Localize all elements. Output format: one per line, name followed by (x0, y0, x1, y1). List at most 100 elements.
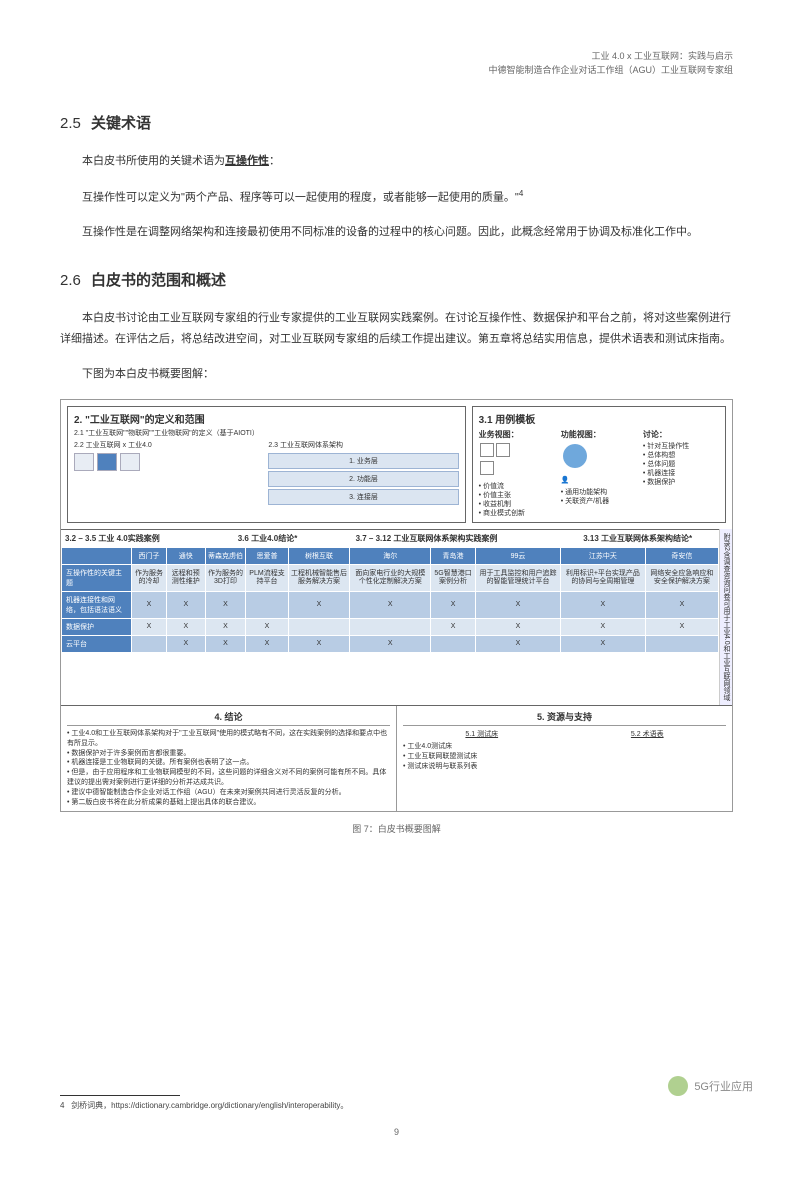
matrix-cell: X (431, 592, 476, 619)
footnote-ref-4: 4 (519, 189, 523, 198)
testbed-list: 工业4.0测试床工业互联网联盟测试床测试床说明与联系列表 (403, 742, 561, 771)
matrix-cell: X (205, 592, 246, 619)
matrix-cell: X (246, 636, 288, 653)
matrix-cell: X (560, 619, 645, 636)
side-note: 附录2含调查咨询问卷可用于工业4.0和工业互联网领域 (719, 529, 732, 705)
section-num: 2.5 (60, 115, 81, 132)
matrix-cell: X (132, 619, 167, 636)
matrix-cell: 利用标识+平台实现产品的协同与全周期管理 (560, 565, 645, 592)
matrix-cell: X (431, 619, 476, 636)
box-5-resources: 5. 资源与支持 5.1 测试床 工业4.0测试床工业互联网联盟测试床测试床说明… (397, 706, 732, 811)
circle-icon (563, 444, 587, 468)
matrix-cell: 远程和预测性维护 (166, 565, 205, 592)
matrix-cell: X (645, 619, 718, 636)
matrix-cell: 作为服务的冷却 (132, 565, 167, 592)
company-header: 蒂森克虏伯 (205, 548, 246, 565)
sh51: 5.1 测试床 (403, 729, 561, 739)
box3-title: 3.1 用例模板 (479, 411, 719, 426)
section-2-6-title: 2.6 白皮书的范围和概述 (60, 269, 733, 290)
matrix-cell: X (205, 636, 246, 653)
case-matrix-table: 西门子通快蒂森克虏伯思爱普树根互联海尔青岛港99云江苏中天奇安信 互操作性的关键… (61, 547, 719, 653)
matrix-cell: X (205, 619, 246, 636)
b3-h1: 业务视图： (479, 429, 555, 440)
company-header: 通快 (166, 548, 205, 565)
matrix-cell: X (476, 619, 561, 636)
matrix-cell: X (166, 619, 205, 636)
header-line2: 中德智能制造合作企业对话工作组（AGU）工业互联网专家组 (60, 64, 733, 78)
matrix-cell: X (288, 592, 350, 619)
box2-s23: 2.3 工业互联网体系架构 (268, 441, 458, 450)
company-header: 江苏中天 (560, 548, 645, 565)
keyword: 互操作性 (225, 155, 269, 167)
company-header: 西门子 (132, 548, 167, 565)
page-content: 工业 4.0 x 工业互联网：实践与启示 中德智能制造合作企业对话工作组（AGU… (0, 0, 793, 1177)
b3-biz-list: 价值流 价值主张 收益机制 商业模式创新 (479, 482, 555, 518)
s26-p1: 本白皮书讨论由工业互联网专家组的行业专家提供的工业互联网实践案例。在讨论互操作性… (60, 308, 733, 350)
b3-disc-list: 针对互操作性 总体构想 总体问题 机器连接 数据保护 (643, 442, 719, 487)
header-line1: 工业 4.0 x 工业互联网：实践与启示 (60, 50, 733, 64)
s25-p3: 互操作性是在调整网络架构和连接最初使用不同标准的设备的过程中的核心问题。因此，此… (60, 222, 733, 243)
box-4-conclusion: 4. 结论 工业4.0和工业互联网体系架构对于"工业互联网"使用的模式略有不同，… (61, 706, 397, 811)
matrix-cell (246, 592, 288, 619)
h4: 4. 结论 (67, 710, 390, 726)
company-header: 思爱普 (246, 548, 288, 565)
matrix-cell: X (476, 592, 561, 619)
matrix-cell: 网络安全应急响应和安全保护解决方案 (645, 565, 718, 592)
mini-icon (97, 453, 117, 471)
sh52: 5.2 术语表 (569, 729, 727, 739)
page-number: 9 (60, 1127, 733, 1137)
section-num: 2.6 (60, 272, 81, 289)
matrix-cell: X (476, 636, 561, 653)
matrix-cell: X (560, 636, 645, 653)
matrix-cell (132, 636, 167, 653)
section-title: 关键术语 (91, 115, 151, 132)
b3-h2: 功能视图： (561, 429, 637, 440)
matrix-cell: X (350, 636, 431, 653)
matrix-cell: X (246, 619, 288, 636)
s25-p1: 本白皮书所使用的关键术语为互操作性： (60, 151, 733, 172)
row-label: 云平台 (62, 636, 132, 653)
wechat-icon (668, 1076, 688, 1096)
company-header: 青岛港 (431, 548, 476, 565)
watermark-text: 5G行业应用 (694, 1078, 753, 1094)
matrix-cell: X (166, 592, 205, 619)
matrix-cell: X (560, 592, 645, 619)
company-header: 99云 (476, 548, 561, 565)
s25-p2: 互操作性可以定义为"两个产品、程序等可以一起使用的程度，或者能够一起使用的质量。… (60, 186, 733, 209)
matrix-cell (431, 636, 476, 653)
watermark: 5G行业应用 (668, 1076, 753, 1096)
matrix-cell: 面向家电行业的大规模个性化定制解决方案 (350, 565, 431, 592)
row-label: 互操作性的关键主题 (62, 565, 132, 592)
section-2-5-title: 2.5 关键术语 (60, 112, 733, 133)
b3-func-list: 通用功能架构 关联资产/机器 (561, 488, 637, 506)
footnote-4: 4 剑桥词典，https://dictionary.cambridge.org/… (60, 1100, 733, 1111)
matrix-cell (288, 619, 350, 636)
box2-s21: 2.1 "工业互联网""物联网""工业物联网"的定义（基于AIOTI） (74, 429, 459, 438)
matrix-cell: 用于工具监控和用户追踪的智能管理统计平台 (476, 565, 561, 592)
matrix-cell: 工程机械智能售后服务解决方案 (288, 565, 350, 592)
matrix-cell: X (166, 636, 205, 653)
box-2-definition: 2. "工业互联网"的定义和范围 2.1 "工业互联网""物联网""工业物联网"… (67, 406, 466, 523)
overview-diagram: 2. "工业互联网"的定义和范围 2.1 "工业互联网""物联网""工业物联网"… (60, 399, 733, 812)
matrix-cell (350, 619, 431, 636)
company-header: 奇安信 (645, 548, 718, 565)
row-label: 机器连接性和网络，包括语法语义 (62, 592, 132, 619)
box2-title: 2. "工业互联网"的定义和范围 (74, 411, 459, 426)
row-label: 数据保护 (62, 619, 132, 636)
company-header: 树根互联 (288, 548, 350, 565)
layer-3: 3. 连接层 (268, 489, 458, 505)
matrix-cell: X (645, 592, 718, 619)
b3-h3: 讨论： (643, 429, 719, 440)
section-title: 白皮书的范围和概述 (91, 272, 226, 289)
layer-2: 2. 功能层 (268, 471, 458, 487)
s26-p2: 下图为本白皮书概要图解： (60, 364, 733, 385)
matrix-cell: X (288, 636, 350, 653)
matrix-cell: PLM流程支持平台 (246, 565, 288, 592)
matrix-cell: 5G智慧港口案例分析 (431, 565, 476, 592)
h5: 5. 资源与支持 (403, 710, 726, 726)
mini-icon (74, 453, 94, 471)
company-header: 海尔 (350, 548, 431, 565)
box-3-template: 3.1 用例模板 业务视图： 价值流 价值主张 收益机制 商业模式创新 (472, 406, 726, 523)
footnote-rule (60, 1095, 180, 1096)
conclusion-list: 工业4.0和工业互联网体系架构对于"工业互联网"使用的模式略有不同，这在实践案例… (67, 729, 390, 807)
